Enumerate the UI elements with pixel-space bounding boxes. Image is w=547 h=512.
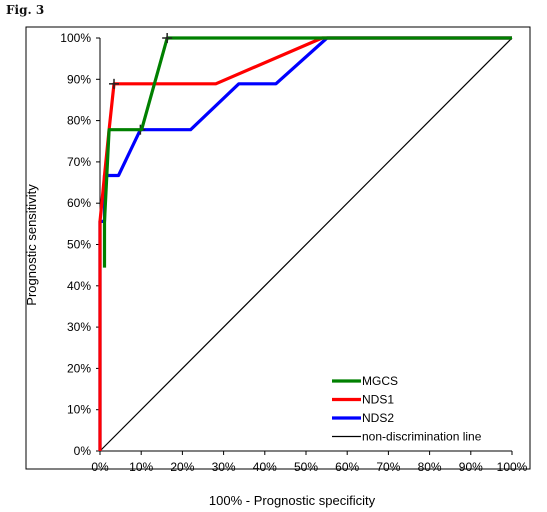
series-line-nds1 (98, 36, 512, 451)
x-tick-label: 60% (335, 460, 359, 474)
y-tick-label: 70% (67, 155, 91, 169)
x-tick-label: 50% (294, 460, 318, 474)
y-tick-label: 100% (60, 31, 91, 45)
y-tick-label: 90% (67, 72, 91, 86)
legend-label: MGCS (362, 374, 398, 388)
legend: MGCS NDS1 NDS2 non-discrimination line (329, 372, 505, 446)
y-tick-label: 60% (67, 196, 91, 210)
x-tick-label: 80% (418, 460, 442, 474)
legend-box (329, 372, 505, 446)
y-tick-label: 30% (67, 320, 91, 334)
legend-label: NDS1 (362, 393, 394, 407)
series-layer (98, 33, 513, 452)
legend-label: NDS2 (362, 411, 394, 425)
y-tick-label: 50% (67, 238, 91, 252)
axes: 0% 10% 20% 30% 40% 50% 60% 70% 80% 90% 100% 0% 10% 20… (60, 31, 527, 474)
y-axis-title: Prognostic sensitivity (24, 184, 39, 306)
figure-label: Fig. 3 (6, 3, 45, 17)
x-axis-title: 100% - Prognostic specificity (209, 493, 376, 508)
x-tick-label: 90% (459, 460, 483, 474)
x-tick-label: 20% (170, 460, 194, 474)
series-line-non-discrimination-line (99, 37, 513, 452)
plot-frame (25, 26, 531, 470)
x-tick-label: 30% (212, 460, 236, 474)
x-tick-label: 70% (376, 460, 400, 474)
y-tick-label: 40% (67, 279, 91, 293)
x-tick-label: 40% (253, 460, 277, 474)
series-line-mgcs (102, 36, 512, 268)
y-tick-label: 10% (67, 403, 91, 417)
x-tick-label: 10% (129, 460, 153, 474)
x-tick-label: 100% (497, 460, 528, 474)
y-tick-label: 20% (67, 361, 91, 375)
y-tick-label: 0% (74, 444, 92, 458)
x-tick-label: 0% (91, 460, 109, 474)
legend-label: non-discrimination line (362, 430, 482, 444)
y-tick-label: 80% (67, 114, 91, 128)
